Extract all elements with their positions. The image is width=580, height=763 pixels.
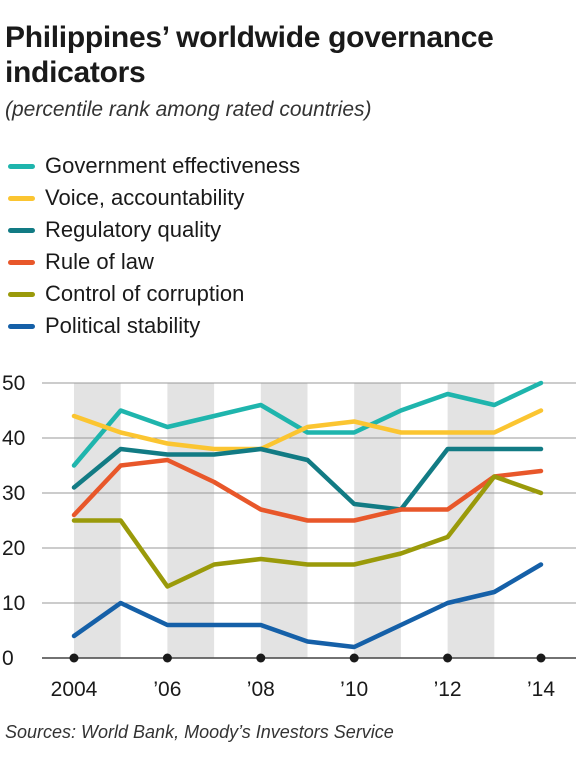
legend-item-political-stability: Political stability [8,310,300,342]
x-tick-label: ’06 [153,678,181,701]
chart-title: Philippines’ worldwide governance indica… [5,21,494,89]
legend-label: Rule of law [45,249,154,274]
series-line [71,408,544,452]
legend-swatch [8,323,35,329]
x-tick-label: ’10 [340,678,368,701]
x-tick-label: ’14 [527,678,555,701]
x-tick-label: ’12 [434,678,462,701]
legend: Government effectiveness Voice, accounta… [8,150,300,342]
legend-item-control-of-corruption: Control of corruption [8,278,300,310]
x-tick-mark [349,653,359,663]
x-tick-label: 2004 [51,678,98,701]
x-tick-label: ’08 [247,678,275,701]
y-tick-label: 0 [2,647,14,670]
series-line [71,474,544,589]
year-band [167,383,215,658]
legend-item-regulatory-quality: Regulatory quality [8,214,300,246]
series-line [71,457,544,523]
x-tick-mark [256,653,266,663]
y-tick-label: 50 [2,372,25,395]
x-tick-mark [162,653,172,663]
chart-subtitle: (percentile rank among rated countries) [5,98,372,121]
legend-label: Control of corruption [45,281,245,306]
series-line [71,562,544,650]
year-band [447,383,495,658]
legend-label: Regulatory quality [45,217,222,242]
y-tick-label: 20 [2,537,25,560]
x-tick-mark [443,653,453,663]
legend-label: Political stability [45,313,201,338]
legend-swatch [8,291,35,297]
x-tick-mark [536,653,546,663]
y-tick-label: 30 [2,482,25,505]
legend-item-rule-of-law: Rule of law [8,246,300,278]
legend-swatch [8,195,35,201]
y-tick-label: 40 [2,427,25,450]
y-tick-label: 10 [2,592,25,615]
legend-swatch [8,227,35,233]
legend-label: Voice, accountability [45,185,245,210]
legend-swatch [8,163,35,169]
legend-label: Government effectiveness [45,153,301,178]
x-tick-mark [69,653,79,663]
legend-swatch [8,259,35,265]
line-chart: 0 10 20 30 40 50 2004 ’06 ’08 ’10 ’12 ’14 [2,372,576,701]
series-line [71,380,544,468]
legend-item-government-effectiveness: Government effectiveness [8,150,300,182]
source-note: Sources: World Bank, Moody’s Investors S… [5,722,394,742]
legend-item-voice-accountability: Voice, accountability [8,182,300,214]
series-line [71,446,544,512]
